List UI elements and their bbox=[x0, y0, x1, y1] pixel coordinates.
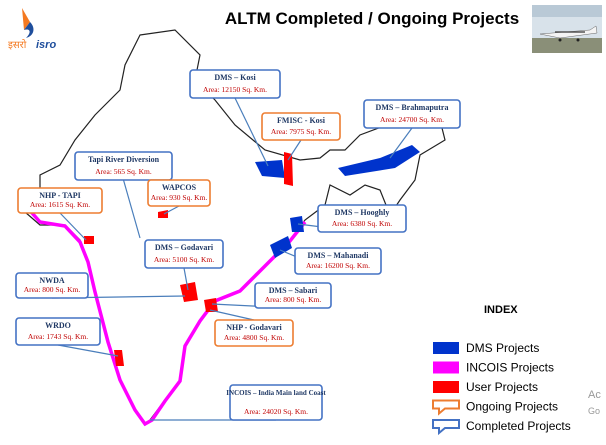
isro-logo: इसरो isro bbox=[8, 8, 56, 51]
callout-pointer bbox=[234, 97, 269, 167]
callout-name: DMS – Mahanadi bbox=[308, 251, 370, 260]
callout-box bbox=[229, 384, 323, 421]
callout-box bbox=[74, 151, 173, 181]
callout-name: NHP - TAPI bbox=[39, 191, 80, 200]
callout-name: WAPCOS bbox=[162, 183, 197, 192]
callout-name: NHP - Godavari bbox=[226, 323, 282, 332]
callout-pointer bbox=[389, 127, 413, 159]
callout-pointer bbox=[183, 267, 189, 291]
logo-english: isro bbox=[36, 39, 56, 51]
callout-area: Area: 930 Sq. Km. bbox=[151, 193, 208, 202]
callout-pointer bbox=[209, 309, 255, 321]
callout-name: WRDO bbox=[45, 321, 71, 330]
index-swatch bbox=[433, 361, 459, 374]
callout-box bbox=[254, 282, 332, 309]
index-callout-icon bbox=[432, 399, 460, 416]
callout-area: Area: 24020 Sq. Km. bbox=[244, 407, 308, 416]
index-callout-icon bbox=[432, 419, 460, 436]
callout-area: Area: 800 Sq. Km. bbox=[265, 295, 322, 304]
callout-box bbox=[15, 317, 101, 346]
callout-box bbox=[363, 99, 461, 129]
index-label: DMS Projects bbox=[466, 341, 539, 355]
index-label: Completed Projects bbox=[466, 419, 571, 433]
callout-box bbox=[147, 179, 211, 207]
callout-name: DMS – Kosi bbox=[214, 73, 256, 82]
callout-name: Tapi River Diversion bbox=[88, 155, 160, 164]
callout-area: Area: 16200 Sq. Km. bbox=[306, 261, 370, 270]
callout-area: Area: 800 Sq. Km. bbox=[24, 285, 81, 294]
index-label: Ongoing Projects bbox=[466, 400, 558, 414]
index-swatch bbox=[433, 381, 459, 393]
callout-name: DMS – Brahmaputra bbox=[376, 103, 449, 112]
callout-pointer bbox=[57, 344, 119, 357]
callout-pointer bbox=[59, 212, 87, 241]
callout-pointer bbox=[287, 139, 302, 161]
callout-name: NWDA bbox=[39, 276, 65, 285]
callout-pointer bbox=[163, 205, 180, 215]
aircraft-photo bbox=[532, 5, 602, 53]
index-title: INDEX bbox=[484, 304, 518, 316]
callout-box bbox=[15, 272, 89, 299]
callout-name: DMS – Sabari bbox=[269, 286, 318, 295]
callout-name: INCOIS – India Main land Coast bbox=[226, 389, 326, 397]
callout-area: Area: 24700 Sq. Km. bbox=[380, 115, 444, 124]
callout-area: Area: 565 Sq. Km. bbox=[95, 167, 152, 176]
callout-box bbox=[189, 69, 281, 99]
callout-box bbox=[261, 112, 341, 141]
index-label: User Projects bbox=[466, 380, 538, 394]
india-map bbox=[21, 29, 446, 427]
callout-area: Area: 1743 Sq. Km. bbox=[28, 332, 88, 341]
callout-box bbox=[17, 187, 103, 214]
callout-name: FMISC - Kosi bbox=[277, 116, 326, 125]
logo-hindi: इसरो bbox=[8, 39, 27, 51]
callout-box bbox=[317, 204, 407, 233]
callout-pointer bbox=[122, 179, 141, 239]
index-swatch bbox=[433, 342, 459, 354]
callout-box bbox=[144, 239, 224, 269]
watermark: Ac bbox=[588, 389, 601, 401]
callout-area: Area: 6380 Sq. Km. bbox=[332, 219, 392, 228]
callout-area: Area: 12150 Sq. Km. bbox=[203, 85, 267, 94]
slide-title: ALTM Completed / Ongoing Projects bbox=[225, 9, 519, 28]
callout-name: DMS – Hooghly bbox=[335, 208, 390, 217]
callout-name: DMS – Godavari bbox=[155, 243, 214, 252]
callout-area: Area: 7975 Sq. Km. bbox=[271, 127, 331, 136]
callout-area: Area: 1615 Sq. Km. bbox=[30, 200, 90, 209]
callout-box bbox=[214, 319, 294, 347]
callout-area: Area: 5100 Sq. Km. bbox=[154, 255, 214, 264]
callout-box bbox=[294, 247, 382, 275]
callout-area: Area: 4800 Sq. Km. bbox=[224, 333, 284, 342]
watermark: Go bbox=[588, 406, 600, 416]
index-label: INCOIS Projects bbox=[466, 361, 554, 375]
